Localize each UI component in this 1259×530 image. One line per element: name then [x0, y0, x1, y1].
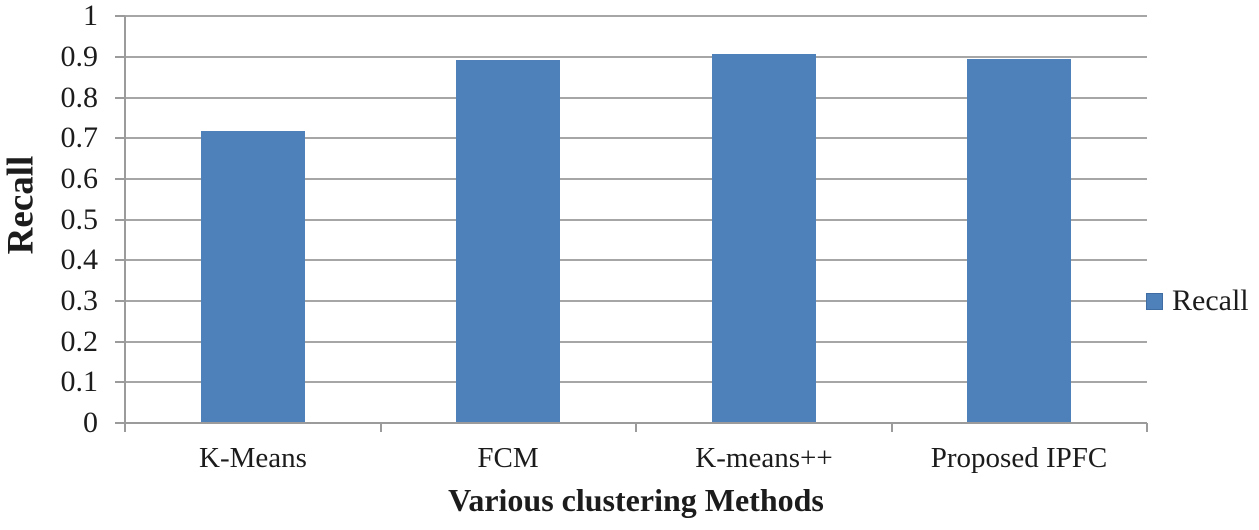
gridline	[125, 56, 1147, 58]
legend: Recall	[1146, 283, 1249, 319]
bar-fcm	[456, 60, 560, 423]
gridline	[125, 341, 1147, 343]
y-axis-tick	[115, 137, 125, 139]
legend-label: Recall	[1172, 284, 1249, 317]
gridline	[125, 300, 1147, 302]
gridline	[125, 381, 1147, 383]
y-axis-tick	[115, 381, 125, 383]
legend-swatch-icon	[1146, 292, 1163, 310]
x-axis-title: Various clustering Methods	[448, 482, 824, 518]
x-axis-tick	[891, 423, 893, 432]
y-axis-tick-label: 0.6	[60, 162, 99, 195]
y-axis-tick	[115, 341, 125, 343]
y-axis-tick-label: 0.7	[60, 121, 99, 154]
bar-k-means-	[712, 54, 816, 423]
y-axis-line	[124, 16, 126, 432]
y-axis-tick-label: 1	[83, 0, 98, 32]
y-axis-tick	[115, 219, 125, 221]
y-axis-tick	[115, 15, 125, 17]
y-axis-tick	[115, 56, 125, 58]
y-axis-tick	[115, 422, 125, 424]
category-label: FCM	[477, 442, 539, 474]
y-axis-tick	[115, 259, 125, 261]
gridline	[125, 178, 1147, 180]
y-axis-tick-label: 0.3	[60, 284, 99, 317]
gridline	[125, 259, 1147, 261]
gridline	[125, 137, 1147, 139]
y-axis-tick-label: 0.4	[60, 243, 99, 276]
category-label: K-Means	[199, 442, 307, 474]
y-axis-tick-label: 0.1	[60, 365, 99, 398]
y-axis-tick	[115, 97, 125, 99]
x-axis-tick	[124, 423, 126, 432]
y-axis-tick	[115, 178, 125, 180]
gridline	[125, 97, 1147, 99]
gridline	[125, 219, 1147, 221]
category-label: Proposed IPFC	[930, 442, 1108, 474]
bar-k-means	[201, 131, 305, 423]
y-axis-tick	[115, 300, 125, 302]
y-axis-tick-label: 0.5	[60, 203, 99, 236]
x-axis-tick	[1146, 423, 1148, 432]
bar-proposed-ipfc	[967, 59, 1071, 423]
gridline	[125, 15, 1147, 17]
y-axis-tick-label: 0.9	[60, 40, 99, 73]
y-axis-tick-label: 0.2	[60, 325, 99, 358]
x-axis-tick	[635, 423, 637, 432]
y-axis-tick-label: 0.8	[60, 81, 99, 114]
y-axis-tick-label: 0	[83, 406, 98, 439]
x-axis-tick	[380, 423, 382, 432]
category-label: K-means++	[695, 442, 833, 474]
